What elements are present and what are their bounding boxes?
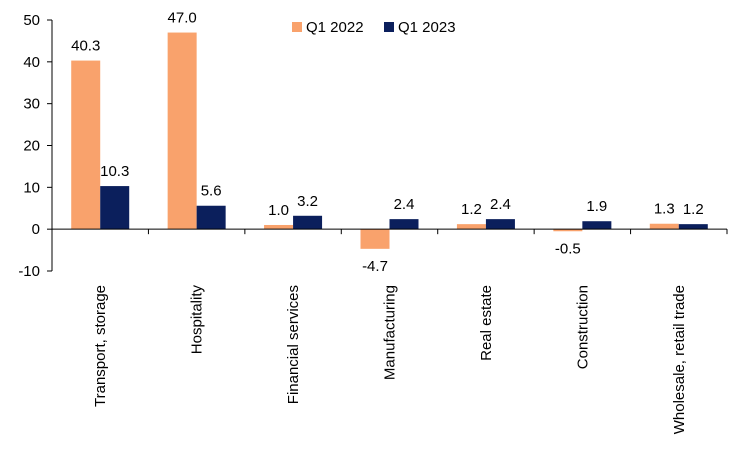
legend-swatch (384, 22, 394, 32)
data-label: 1.2 (461, 201, 482, 218)
legend: Q1 2022 Q1 2023 (292, 19, 456, 36)
y-axis: -10 0 10 20 30 40 50 (18, 12, 53, 280)
data-label: 1.2 (683, 201, 704, 218)
bar-q1-2022 (360, 229, 390, 249)
data-label: 1.9 (586, 198, 607, 215)
category-label: Wholesale, retail trade (671, 285, 688, 434)
bar-q1-2023 (389, 219, 419, 230)
x-axis (51, 228, 728, 235)
bars (71, 32, 708, 249)
data-label: -4.7 (362, 258, 388, 275)
bar-q1-2022 (264, 224, 294, 230)
y-tick-label: 0 (32, 221, 40, 238)
data-label: 40.3 (71, 38, 100, 55)
category-labels: Transport, storage Hospitality Financial s… (92, 285, 688, 435)
data-label: 1.0 (268, 202, 289, 219)
data-label: 10.3 (100, 163, 129, 180)
legend-swatch (292, 22, 302, 32)
bar-q1-2023 (100, 186, 130, 230)
data-label: 2.4 (394, 196, 415, 213)
category-label: Real estate (478, 285, 495, 361)
bar-q1-2023 (485, 219, 515, 230)
category-label: Financial services (285, 285, 302, 404)
bar-q1-2023 (678, 224, 708, 230)
y-tick-label: 20 (23, 138, 40, 155)
data-label: 2.4 (490, 196, 511, 213)
bar-q1-2022 (167, 32, 197, 230)
y-tick-label: 10 (23, 179, 40, 196)
bar-q1-2022 (71, 60, 101, 230)
y-tick-label: 50 (23, 12, 40, 29)
bar-q1-2022 (649, 223, 679, 230)
legend-label: Q1 2022 (306, 19, 364, 36)
data-label: 5.6 (201, 183, 222, 200)
bar-q1-2023 (293, 215, 323, 230)
data-label: -0.5 (555, 240, 581, 257)
category-label: Transport, storage (92, 285, 109, 407)
data-label: 47.0 (168, 10, 197, 27)
bar-q1-2022 (553, 229, 583, 232)
data-labels: 40.3 47.0 1.0 -4.7 1.2 -0.5 1.3 10.3 5.6 3.2 2.4 2.… (71, 10, 704, 275)
category-label: Hospitality (189, 285, 206, 355)
data-label: 1.3 (654, 201, 675, 218)
category-label: Manufacturing (382, 285, 399, 380)
bar-q1-2022 (456, 224, 486, 230)
y-tick-label: 40 (23, 54, 40, 71)
data-label: 3.2 (297, 193, 318, 210)
bar-q1-2023 (196, 205, 226, 230)
y-tick-label: 30 (23, 96, 40, 113)
legend-label: Q1 2023 (398, 19, 456, 36)
y-tick-label: -10 (18, 263, 40, 280)
bar-q1-2023 (582, 221, 612, 230)
category-label: Construction (574, 285, 591, 369)
